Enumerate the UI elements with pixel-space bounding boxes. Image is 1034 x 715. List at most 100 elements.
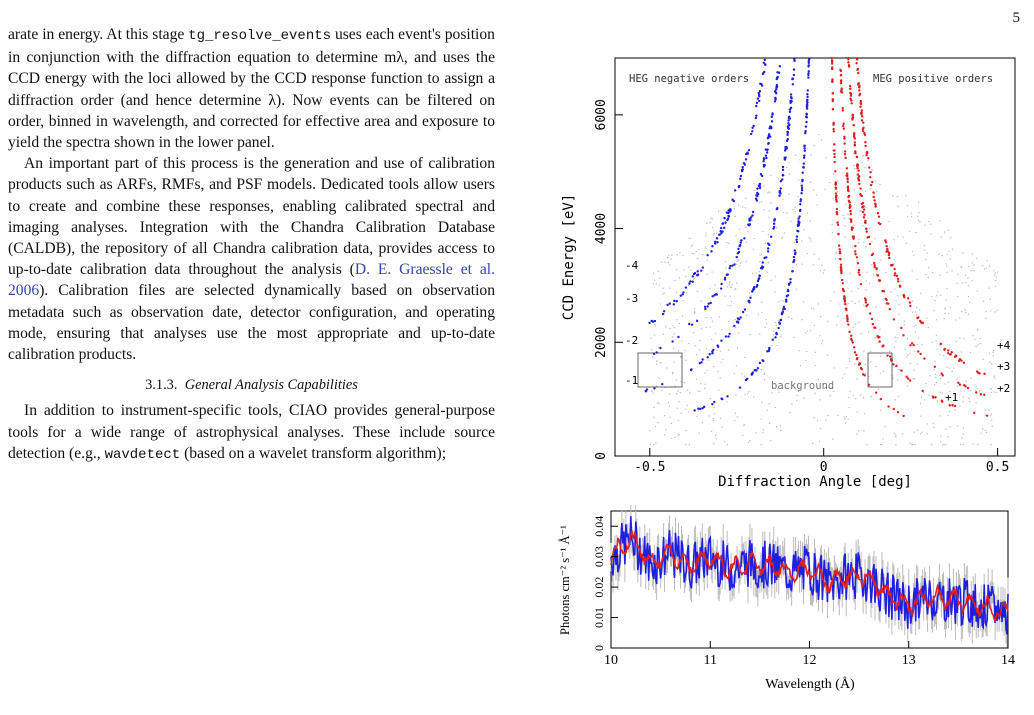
background-point xyxy=(766,271,769,273)
background-point xyxy=(985,267,988,270)
meg-order-4-point xyxy=(871,180,874,184)
background-point xyxy=(906,385,909,387)
background-point xyxy=(913,254,915,256)
background-point xyxy=(863,430,865,432)
meg-order-2-point xyxy=(871,322,875,326)
meg-order-3-point xyxy=(979,393,983,396)
heg-order-1-point xyxy=(711,402,714,406)
heg-order-3-point xyxy=(774,89,777,93)
heg-order-4-point xyxy=(672,303,676,306)
meg-order-4-point xyxy=(895,274,899,278)
background-point xyxy=(971,253,974,255)
background-point xyxy=(847,287,849,289)
meg-order-4-point xyxy=(877,221,880,225)
background-point xyxy=(896,379,899,381)
background-point xyxy=(975,345,977,348)
background-point xyxy=(906,204,909,207)
background-point xyxy=(701,421,704,424)
background-point xyxy=(928,394,930,396)
background-point xyxy=(817,303,820,305)
background-point xyxy=(832,197,834,200)
background-point xyxy=(914,331,917,333)
heg-order-3-point xyxy=(774,96,777,100)
meg-order-4-point xyxy=(889,264,893,267)
background-point xyxy=(657,347,660,349)
background-point xyxy=(742,206,744,208)
meg-order-3-point xyxy=(966,386,970,390)
background-point xyxy=(894,288,896,290)
background-point xyxy=(895,436,897,438)
background-point xyxy=(746,393,749,395)
background-point xyxy=(736,263,738,265)
meg-order-3-point xyxy=(853,141,857,144)
background-point xyxy=(714,284,716,286)
background-point xyxy=(799,364,802,367)
background-point xyxy=(851,300,853,303)
meg-order-1-point xyxy=(830,60,834,63)
background-point xyxy=(763,209,765,211)
background-point xyxy=(868,282,871,285)
meg-order-4-point xyxy=(943,348,946,351)
background-point xyxy=(686,389,689,391)
heg-order-2-point xyxy=(778,189,781,193)
background-point xyxy=(816,194,818,196)
background-point xyxy=(688,392,691,394)
heg-order-4-point xyxy=(741,165,744,169)
x-tick-label: 11 xyxy=(704,653,717,668)
background-point xyxy=(780,237,783,240)
background-point xyxy=(879,372,882,375)
heg-order-1-point xyxy=(802,156,806,159)
background-point xyxy=(710,430,713,432)
background-point xyxy=(679,251,681,254)
background-point xyxy=(794,210,796,213)
meg-order-1-point xyxy=(834,187,838,190)
background-point xyxy=(937,291,939,293)
heg-order-4-point xyxy=(758,99,761,103)
meg-order-3-point xyxy=(847,65,851,68)
background-point xyxy=(950,236,952,239)
meg-box xyxy=(867,352,893,388)
background-point xyxy=(774,275,776,278)
background-point xyxy=(709,287,711,290)
background-point xyxy=(696,415,698,417)
heg-order-2-point xyxy=(755,285,758,288)
background-point xyxy=(834,258,837,260)
y-tick-label: 6000 xyxy=(594,99,609,130)
background-point xyxy=(895,434,897,436)
background-point xyxy=(708,415,710,417)
background-point xyxy=(870,350,872,353)
meg-order-3-point xyxy=(861,210,865,214)
background-point xyxy=(947,436,949,438)
heg-order-3-point xyxy=(767,141,770,145)
meg-order-1-point xyxy=(835,207,839,211)
meg-order-3-point xyxy=(940,372,943,375)
background-point xyxy=(939,274,941,276)
background-point xyxy=(658,277,660,280)
background-point xyxy=(928,220,930,223)
background-point xyxy=(661,389,663,392)
background-point xyxy=(654,425,657,428)
heg-order-4-point xyxy=(755,104,758,108)
background-point xyxy=(711,218,713,220)
background-point xyxy=(903,323,906,326)
heg-order-3-point xyxy=(767,133,771,136)
meg-order-4-point xyxy=(909,304,912,308)
meg-order-4-point xyxy=(939,342,943,346)
heg-order-4-point xyxy=(726,218,729,222)
background-point xyxy=(658,377,660,379)
background-point xyxy=(982,300,985,303)
background-point xyxy=(906,356,908,358)
heg-order-1-point xyxy=(803,144,806,147)
background-point xyxy=(804,332,807,334)
meg-order-1-point xyxy=(853,346,856,349)
background-point xyxy=(862,224,864,227)
meg-order-1-point xyxy=(835,211,839,214)
background-point xyxy=(930,443,933,446)
meg-order-2-point xyxy=(840,89,843,92)
citation-link[interactable]: D. E. Graessle et al. 2006 xyxy=(8,261,495,300)
meg-order-2-point xyxy=(849,209,852,213)
heg-order-2-point xyxy=(758,274,761,277)
meg-order-1-point xyxy=(830,66,834,69)
heg-order-2-point xyxy=(751,290,754,293)
background-point xyxy=(652,392,654,395)
